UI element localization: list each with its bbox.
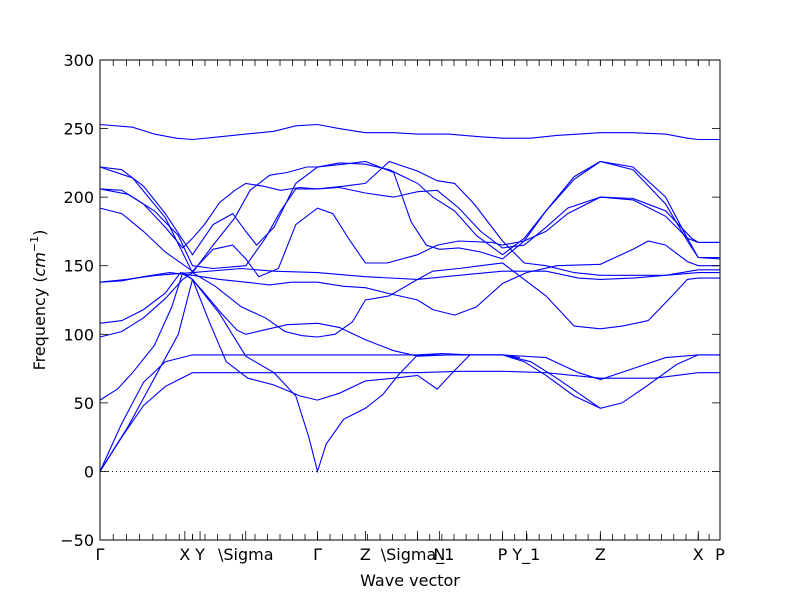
y-tick-label: 300 <box>63 51 94 70</box>
y-axis-label-close: ) <box>30 230 49 236</box>
x-tick-label: \Sigma_1 <box>381 545 455 565</box>
band-line-8 <box>99 267 720 283</box>
x-tick-label: Z <box>360 545 371 564</box>
x-tick-label: P <box>498 545 508 564</box>
x-tick-label: Γ <box>313 545 322 564</box>
x-tick-label: X <box>179 545 190 564</box>
band-series-group <box>99 123 721 474</box>
band-line-12 <box>99 160 720 274</box>
x-tick-label: Γ <box>96 545 105 564</box>
y-tick-label: 0 <box>84 462 94 481</box>
x-tick-label: \Sigma <box>218 545 274 564</box>
band-line-7 <box>99 240 720 316</box>
x-tick-label: P <box>715 545 725 564</box>
x-tick-label: N <box>433 545 445 564</box>
y-tick-label: 100 <box>63 325 94 344</box>
y-axis-label-unit: cm <box>30 252 49 276</box>
band-line-4 <box>99 278 520 474</box>
plot-frame <box>99 59 721 541</box>
y-tick-label: 50 <box>74 394 94 413</box>
band-line-1 <box>99 370 720 472</box>
x-tick-label: Z <box>595 545 606 564</box>
y-axis-label-text: Frequency ( <box>30 276 49 370</box>
band-line-6 <box>99 271 601 409</box>
band-line-10 <box>99 182 720 249</box>
band-line-11 <box>99 160 721 260</box>
band-line-13 <box>99 160 720 276</box>
y-tick-label: 200 <box>63 188 94 207</box>
y-tick-label: 250 <box>63 120 94 139</box>
y-tick-label: −50 <box>60 531 94 550</box>
x-tick-label: Y_1 <box>511 545 540 565</box>
y-tick-label: 150 <box>63 257 94 276</box>
x-tick-label: Y <box>194 545 205 564</box>
y-axis-label-unit-exponent: −1 <box>28 236 41 252</box>
x-axis-label: Wave vector <box>360 571 460 590</box>
y-axis-label: Frequency (cm−1) <box>28 230 49 371</box>
axis-ticks-group <box>99 59 721 541</box>
band-line-14 <box>99 123 720 141</box>
x-tick-label: X <box>693 545 704 564</box>
